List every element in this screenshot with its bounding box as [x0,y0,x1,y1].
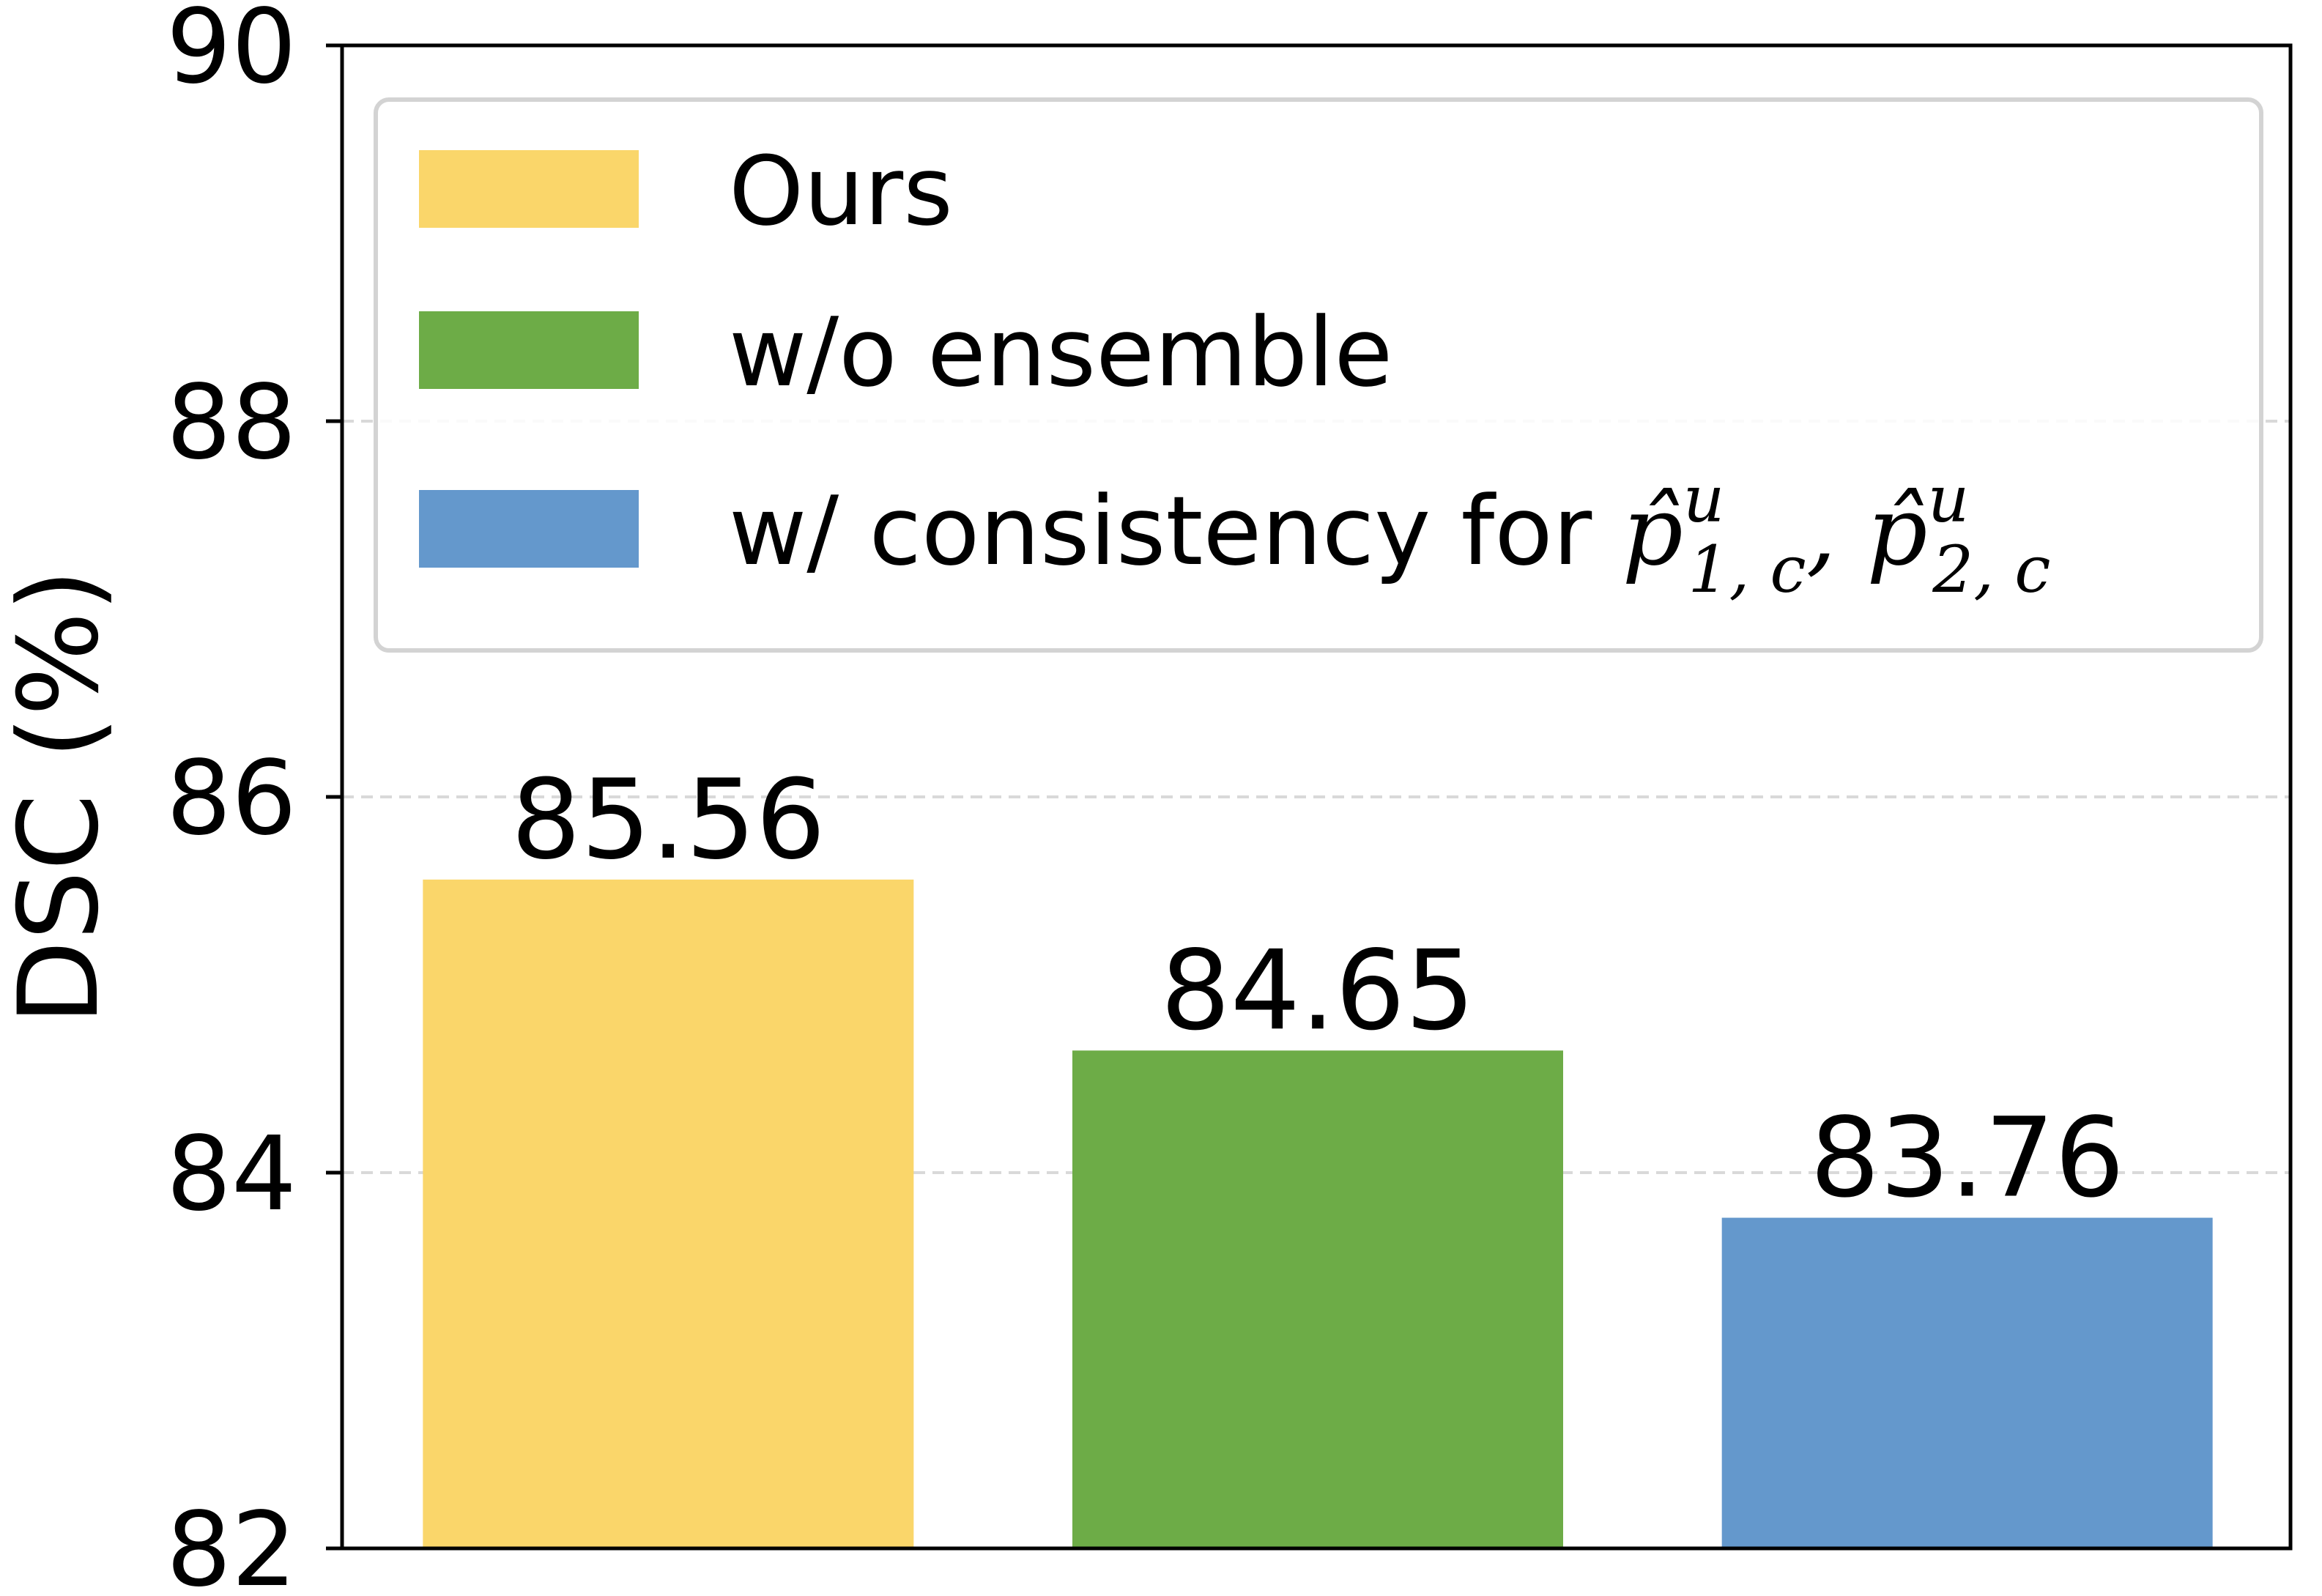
y-tick-label: 90 [166,0,297,107]
legend-label-text: Ours [729,136,953,247]
legend-math-superscript: u [1928,461,1970,537]
legend-swatch [419,150,639,228]
legend-label-text: w/o ensemble [729,297,1392,408]
legend-frame [374,97,2263,653]
bar-value-label: 85.56 [511,757,826,884]
bar-value-label: 84.65 [1160,927,1475,1055]
y-tick-label: 84 [166,1115,297,1234]
legend-swatch [419,490,639,568]
y-axis-ticks: 82 84 86 88 90 [166,0,342,1596]
legend-label: Ours [729,136,953,247]
bar-value-label: 83.76 [1810,1095,2124,1222]
legend-label: w/o ensemble [729,297,1392,408]
data-labels: 85.56 84.65 83.76 [511,757,2125,1222]
legend-math-subscript: 2, c [1932,532,2050,607]
legend-math-comma: , [1806,475,1867,587]
legend-math-base: p̂ [1866,475,1927,587]
y-tick-label: 86 [166,739,297,858]
legend-label: w/ consistency for p̂u1, c​, p̂u2, c​ [729,461,2050,607]
legend-math-superscript: u [1683,461,1725,537]
y-axis-title: DSC (%) [0,569,123,1025]
bars [423,879,2213,1548]
legend-swatch [419,311,639,389]
legend-math-base: p̂ [1622,475,1683,587]
bar [423,879,914,1548]
bar [1721,1217,2213,1548]
bar [1072,1050,1563,1548]
legend-label-text: w/ consistency for [729,475,1622,587]
y-tick-label: 82 [166,1491,297,1596]
legend-math-subscript: 1, c [1688,532,1806,607]
y-tick-label: 88 [166,363,297,483]
